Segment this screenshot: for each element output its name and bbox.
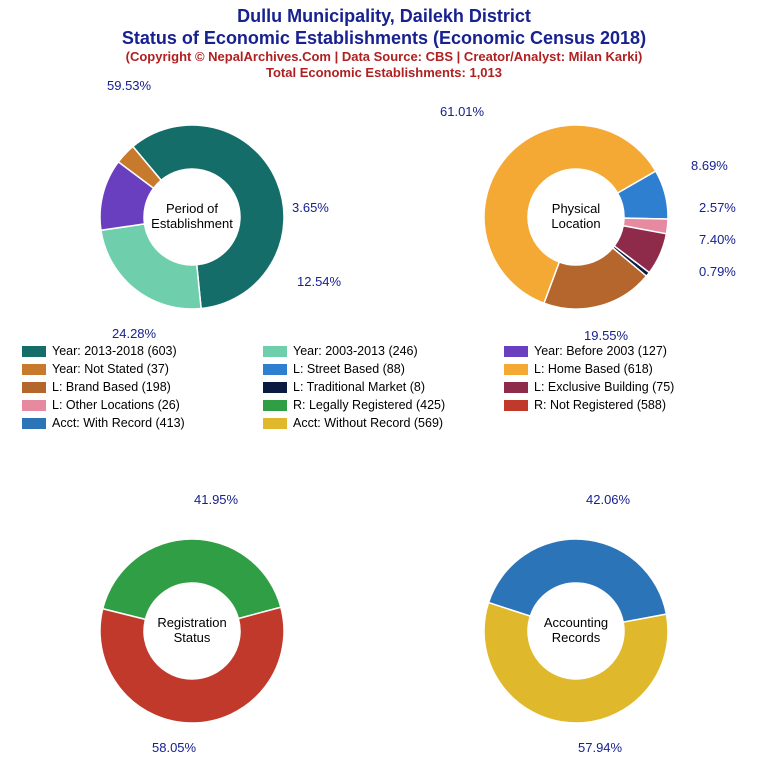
legend-label: R: Not Registered (588) xyxy=(534,398,666,412)
legend-item: Acct: With Record (413) xyxy=(22,416,263,430)
legend-swatch xyxy=(504,382,528,393)
title-line-1: Dullu Municipality, Dailekh District xyxy=(0,6,768,28)
donut-slice xyxy=(489,539,667,622)
legend-swatch xyxy=(504,400,528,411)
pct-label: 3.65% xyxy=(292,200,329,215)
legend-item: L: Street Based (88) xyxy=(263,362,504,376)
legend-label: R: Legally Registered (425) xyxy=(293,398,445,412)
legend-label: L: Exclusive Building (75) xyxy=(534,380,674,394)
pct-label: 59.53% xyxy=(107,78,151,93)
legend-swatch xyxy=(22,382,46,393)
legend-item: L: Other Locations (26) xyxy=(22,398,263,412)
legend: Year: 2013-2018 (603) Year: 2003-2013 (24… xyxy=(22,344,746,434)
pct-label: 41.95% xyxy=(194,492,238,507)
legend-swatch xyxy=(504,346,528,357)
legend-swatch xyxy=(22,364,46,375)
legend-item: R: Not Registered (588) xyxy=(504,398,745,412)
pct-label: 42.06% xyxy=(586,492,630,507)
pct-label: 24.28% xyxy=(112,326,156,341)
title-block: Dullu Municipality, Dailekh District Sta… xyxy=(0,0,768,82)
legend-label: Acct: With Record (413) xyxy=(52,416,185,430)
legend-label: Year: Not Stated (37) xyxy=(52,362,169,376)
legend-item: Year: Before 2003 (127) xyxy=(504,344,745,358)
legend-item: Year: 2013-2018 (603) xyxy=(22,344,263,358)
pct-label: 61.01% xyxy=(440,104,484,119)
legend-label: Acct: Without Record (569) xyxy=(293,416,443,430)
title-line-2: Status of Economic Establishments (Econo… xyxy=(0,28,768,50)
legend-swatch xyxy=(263,418,287,429)
legend-swatch xyxy=(263,364,287,375)
subtitle-1: (Copyright © NepalArchives.Com | Data So… xyxy=(0,49,768,65)
legend-swatch xyxy=(263,382,287,393)
accounting-chart: AccountingRecords42.06%57.94% xyxy=(396,506,756,756)
chart-center-label: PhysicalLocation xyxy=(526,202,626,232)
legend-label: L: Traditional Market (8) xyxy=(293,380,425,394)
legend-item: L: Home Based (618) xyxy=(504,362,745,376)
pct-label: 12.54% xyxy=(297,274,341,289)
pct-label: 57.94% xyxy=(578,740,622,755)
legend-swatch xyxy=(263,346,287,357)
donut-slice xyxy=(101,224,201,309)
chart-center-label: AccountingRecords xyxy=(526,616,626,646)
legend-item: Acct: Without Record (569) xyxy=(263,416,504,430)
pct-label: 0.79% xyxy=(699,264,736,279)
donut-slice xyxy=(103,539,281,619)
pct-label: 8.69% xyxy=(691,158,728,173)
legend-swatch xyxy=(22,418,46,429)
pct-label: 58.05% xyxy=(152,740,196,755)
legend-label: L: Home Based (618) xyxy=(534,362,653,376)
legend-item: L: Exclusive Building (75) xyxy=(504,380,745,394)
legend-item: Year: Not Stated (37) xyxy=(22,362,263,376)
chart-center-label: Period ofEstablishment xyxy=(142,202,242,232)
legend-swatch xyxy=(263,400,287,411)
legend-swatch xyxy=(22,346,46,357)
pct-label: 2.57% xyxy=(699,200,736,215)
pct-label: 19.55% xyxy=(584,328,628,343)
bottom-chart-row: RegistrationStatus41.95%58.05% Accountin… xyxy=(0,506,768,756)
registration-chart: RegistrationStatus41.95%58.05% xyxy=(12,506,372,756)
legend-swatch xyxy=(22,400,46,411)
legend-label: L: Other Locations (26) xyxy=(52,398,180,412)
location-chart: PhysicalLocation 8.69% 2.57% 7.40% 0.79% 19.5… xyxy=(396,92,756,342)
legend-item: R: Legally Registered (425) xyxy=(263,398,504,412)
legend-label: Year: Before 2003 (127) xyxy=(534,344,667,358)
legend-item: Year: 2003-2013 (246) xyxy=(263,344,504,358)
legend-label: L: Street Based (88) xyxy=(293,362,405,376)
legend-item: L: Traditional Market (8) xyxy=(263,380,504,394)
legend-label: L: Brand Based (198) xyxy=(52,380,171,394)
top-chart-row: Period ofEstablishment59.53%24.28%12.54%… xyxy=(0,92,768,342)
legend-swatch xyxy=(504,364,528,375)
period-chart: Period ofEstablishment59.53%24.28%12.54%… xyxy=(12,92,372,342)
legend-item: L: Brand Based (198) xyxy=(22,380,263,394)
legend-label: Year: 2003-2013 (246) xyxy=(293,344,418,358)
chart-center-label: RegistrationStatus xyxy=(142,616,242,646)
pct-label: 7.40% xyxy=(699,232,736,247)
legend-label: Year: 2013-2018 (603) xyxy=(52,344,177,358)
